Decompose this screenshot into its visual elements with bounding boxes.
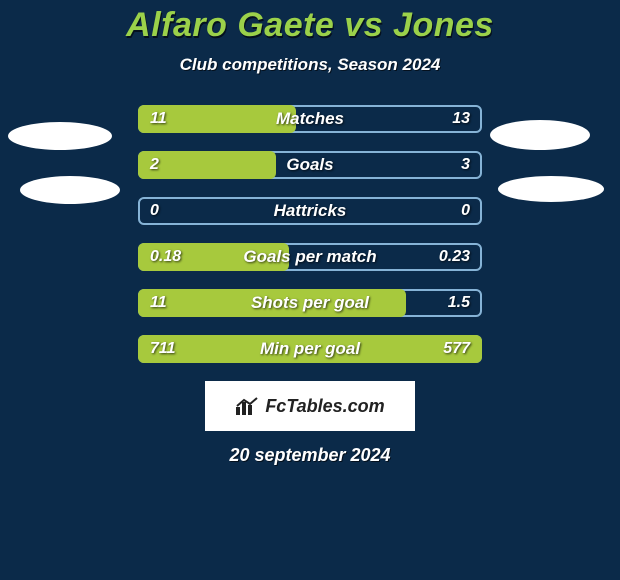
stat-value-b: 3 bbox=[451, 153, 480, 177]
stat-value-a: 0 bbox=[140, 199, 169, 223]
stat-row: 711577Min per goal bbox=[138, 335, 482, 363]
stat-label: Hattricks bbox=[140, 199, 480, 223]
fctables-logo: FcTables.com bbox=[205, 381, 415, 431]
stat-value-b: 13 bbox=[442, 107, 480, 131]
stat-row: 0 0Hattricks bbox=[138, 197, 482, 225]
stat-row: 23Goals bbox=[138, 151, 482, 179]
stat-fill-full bbox=[138, 335, 482, 363]
stat-row: 1113Matches bbox=[138, 105, 482, 133]
stat-fill-left bbox=[138, 105, 296, 133]
page-title: Alfaro Gaete vs Jones bbox=[0, 0, 620, 45]
oval-left-0 bbox=[8, 122, 112, 150]
stat-fill-left bbox=[138, 289, 406, 317]
stat-bars: 1113Matches 23Goals 0 0Hattricks 0.180.23Goa… bbox=[138, 105, 482, 363]
logo-text: FcTables.com bbox=[265, 396, 384, 417]
oval-right-0 bbox=[490, 120, 590, 150]
stat-fill-left bbox=[138, 151, 276, 179]
stat-row: 111.5Shots per goal bbox=[138, 289, 482, 317]
stat-value-b: 0.23 bbox=[429, 245, 480, 269]
stat-fill-left bbox=[138, 243, 289, 271]
oval-left-1 bbox=[20, 176, 120, 204]
stat-row: 0.180.23Goals per match bbox=[138, 243, 482, 271]
date-text: 20 september 2024 bbox=[0, 445, 620, 466]
oval-right-1 bbox=[498, 176, 604, 202]
subtitle: Club competitions, Season 2024 bbox=[0, 55, 620, 75]
comparison-infographic: Alfaro Gaete vs Jones Club competitions,… bbox=[0, 0, 620, 580]
stat-value-b: 0 bbox=[451, 199, 480, 223]
stat-value-b: 1.5 bbox=[438, 291, 480, 315]
chart-icon bbox=[235, 397, 259, 415]
